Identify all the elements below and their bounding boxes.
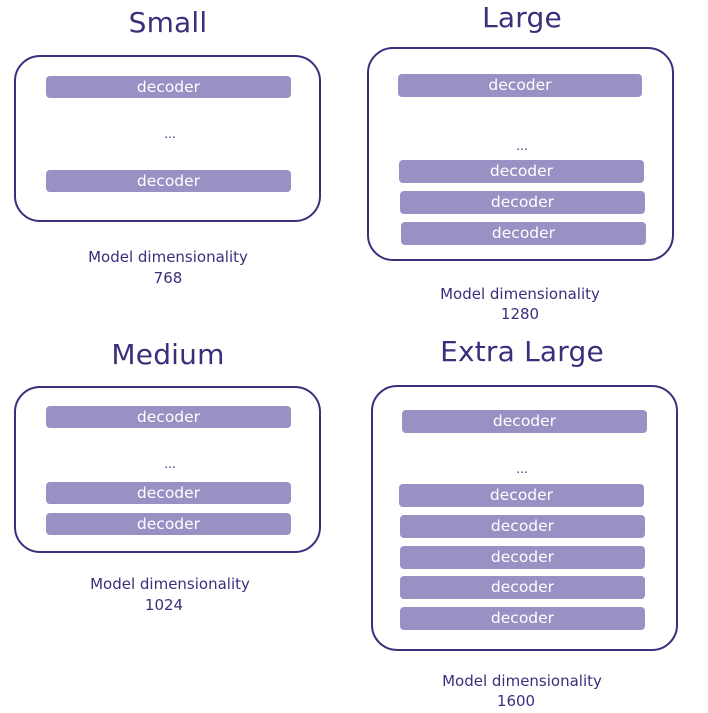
caption-label: Model dimensionality — [90, 575, 250, 593]
decoder-block: decoder — [46, 482, 291, 504]
caption-value: 1280 — [500, 305, 540, 323]
decoder-block: decoder — [46, 76, 291, 98]
caption-label: Model dimensionality — [88, 248, 248, 266]
ellipsis: ... — [164, 127, 176, 141]
decoder-block: decoder — [400, 191, 645, 214]
decoder-block: decoder — [46, 406, 291, 428]
decoder-block: decoder — [400, 515, 645, 538]
caption-value: 1024 — [144, 596, 184, 614]
ellipsis: ... — [164, 457, 176, 471]
decoder-block: decoder — [399, 160, 644, 183]
decoder-block: decoder — [400, 576, 645, 599]
ellipsis: ... — [516, 462, 528, 476]
decoder-block: decoder — [46, 170, 291, 192]
decoder-block: decoder — [400, 607, 645, 630]
decoder-block: decoder — [398, 74, 642, 97]
panel-title: Small — [128, 6, 208, 39]
decoder-block: decoder — [401, 222, 646, 245]
decoder-block: decoder — [46, 513, 291, 535]
decoder-block: decoder — [402, 410, 647, 433]
caption-label: Model dimensionality — [440, 285, 600, 303]
panel-title: Large — [482, 1, 562, 34]
ellipsis: ... — [516, 139, 528, 153]
caption-value: 1600 — [496, 692, 536, 710]
panel-title: Medium — [111, 338, 225, 371]
decoder-block: decoder — [400, 546, 645, 569]
panel-title: Extra Large — [440, 335, 604, 368]
caption-value: 768 — [153, 269, 183, 287]
caption-label: Model dimensionality — [442, 672, 602, 690]
decoder-block: decoder — [399, 484, 644, 507]
